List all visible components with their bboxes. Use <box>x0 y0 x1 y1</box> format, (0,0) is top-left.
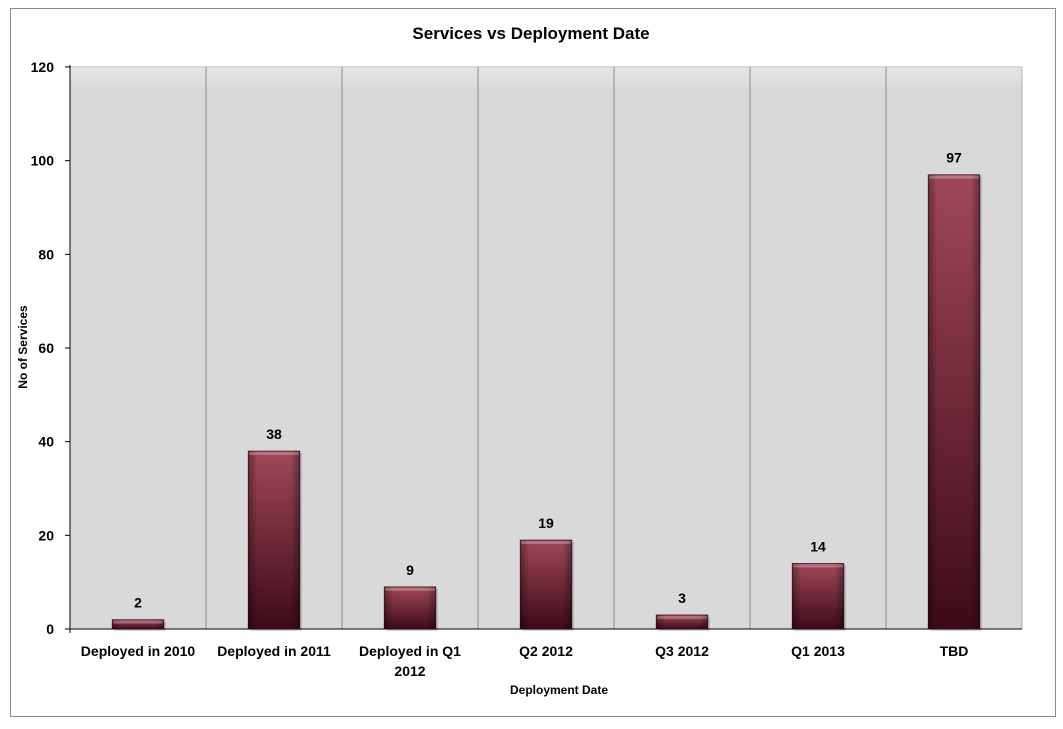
bar-top-highlight <box>929 175 979 179</box>
x-tick-label: Deployed in Q1 <box>359 643 461 659</box>
bar-bevel <box>520 540 572 629</box>
x-axis-tick-labels: Deployed in 2010 Deployed in 2011 Deployed… <box>81 643 969 679</box>
bar-bevel <box>112 619 164 629</box>
y-axis-title: No of Services <box>16 305 30 389</box>
x-tick-label: Q1 2013 <box>791 643 845 659</box>
bar-top-highlight <box>793 564 843 568</box>
data-label: 97 <box>946 150 962 166</box>
y-axis-ticks: 0 20 40 60 80 100 120 <box>31 59 70 637</box>
data-label: 14 <box>810 538 826 554</box>
data-labels: 2 38 9 19 3 14 97 <box>134 150 962 611</box>
x-axis-title: Deployment Date <box>510 683 608 697</box>
y-tick-label: 20 <box>38 527 54 543</box>
y-tick-label: 80 <box>38 246 54 262</box>
x-tick-label: 2012 <box>394 663 425 679</box>
y-tick-label: 60 <box>38 340 54 356</box>
plot-area-highlight <box>70 67 1022 629</box>
bar-top-highlight <box>385 587 435 591</box>
y-tick-label: 40 <box>38 434 54 450</box>
x-tick-label: Q3 2012 <box>655 643 709 659</box>
x-tick-label: Deployed in 2011 <box>217 643 331 659</box>
chart-title: Services vs Deployment Date <box>412 24 649 43</box>
bar-bevel <box>928 174 980 629</box>
bar-top-highlight <box>249 452 299 456</box>
bar-bevel <box>792 563 844 629</box>
data-label: 38 <box>266 426 282 442</box>
data-label: 9 <box>406 562 414 578</box>
bar-bevel <box>656 614 708 629</box>
y-tick-label: 100 <box>31 153 55 169</box>
y-tick-label: 0 <box>46 621 54 637</box>
data-label: 2 <box>134 595 142 611</box>
bar-top-highlight <box>521 541 571 545</box>
bars <box>111 174 982 631</box>
bar-top-highlight <box>113 620 163 624</box>
x-tick-label: Deployed in 2010 <box>81 643 196 659</box>
x-tick-label: Q2 2012 <box>519 643 573 659</box>
bar-top-highlight <box>657 615 707 619</box>
data-label: 3 <box>678 590 686 606</box>
data-label: 19 <box>538 515 554 531</box>
bar-bevel <box>248 451 300 629</box>
y-tick-label: 120 <box>31 59 55 75</box>
bar-bevel <box>384 586 436 629</box>
category-separators <box>205 67 887 629</box>
x-tick-label: TBD <box>940 643 969 659</box>
